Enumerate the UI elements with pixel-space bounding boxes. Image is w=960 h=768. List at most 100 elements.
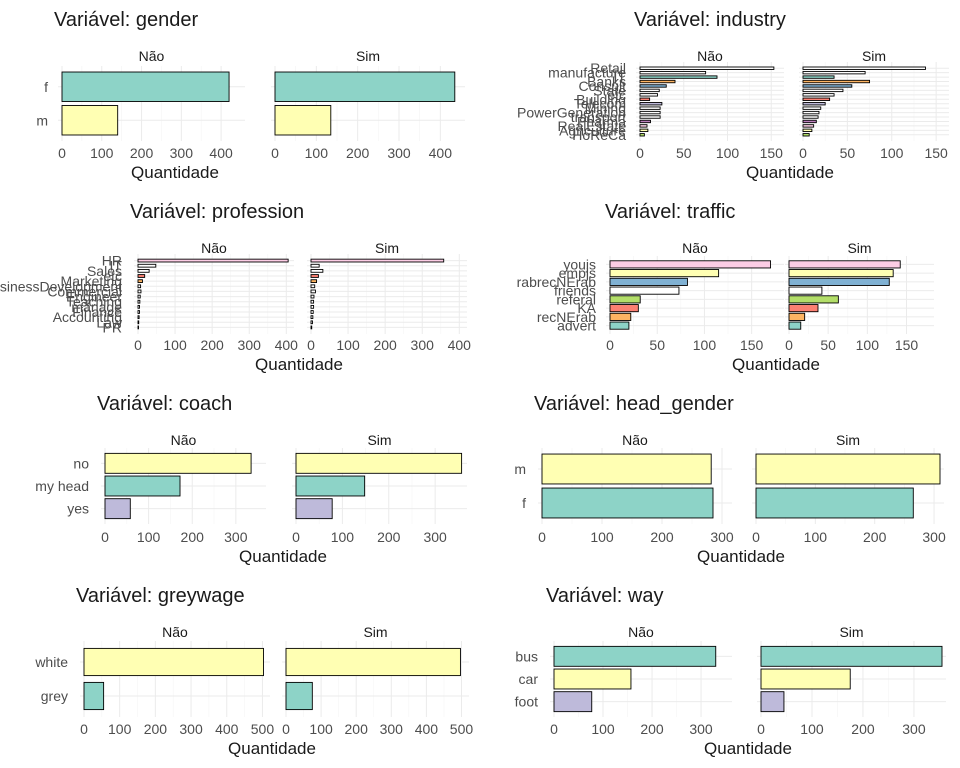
facet-label: Não xyxy=(682,240,708,256)
y-tick-label: Mining xyxy=(585,100,626,116)
y-tick-label: Teaching xyxy=(66,294,122,310)
x-tick-label: 300 xyxy=(689,721,713,737)
x-tick-label: 100 xyxy=(693,337,717,353)
chart-title: Variável: greywage xyxy=(76,585,245,607)
bar-friends-Não xyxy=(609,286,680,295)
x-tick-label: 100 xyxy=(804,529,828,545)
x-tick-label: 100 xyxy=(336,337,360,353)
x-tick-label: 50 xyxy=(649,337,665,353)
bar-white-Não xyxy=(83,647,264,677)
x-tick-label: 400 xyxy=(209,145,233,161)
x-axis-title: Quantidade xyxy=(746,163,834,182)
x-tick-label: 0 xyxy=(606,337,614,353)
x-tick-label: 300 xyxy=(380,721,404,737)
x-tick-label: 400 xyxy=(415,721,439,737)
bar-youjs-Não xyxy=(609,260,772,269)
facet-Não: Não 0 100 200 300 xyxy=(538,432,734,545)
facet-label: Sim xyxy=(847,240,871,256)
x-tick-label: 0 xyxy=(307,337,315,353)
y-tick-label: PR xyxy=(103,319,122,335)
x-tick-label: 50 xyxy=(820,337,836,353)
bar-HR-Sim xyxy=(310,258,445,263)
bar-manufacture-Sim xyxy=(802,70,866,75)
bar-youjs-Sim xyxy=(788,260,901,269)
bar-manage-Não xyxy=(137,304,140,309)
facet-label: Não xyxy=(697,48,723,64)
chart-panel-0: Variável: gender Não 0 100 200 300 400 Sim 0 100 2… xyxy=(36,9,465,182)
facet-label: Sim xyxy=(836,432,860,448)
bar-transport-Sim xyxy=(802,115,819,119)
x-tick-label: 0 xyxy=(292,529,300,545)
x-tick-label: 0 xyxy=(752,529,760,545)
x-tick-label: 300 xyxy=(179,721,203,737)
bar-Accounting-Não xyxy=(137,315,140,320)
facet-label: Sim xyxy=(363,624,387,640)
bar-HoReCa-Não xyxy=(639,133,645,137)
bar-Banks-Não xyxy=(639,79,676,84)
x-tick-label: 150 xyxy=(924,145,948,161)
bar-etc-Sim xyxy=(310,274,319,278)
x-tick-label: 0 xyxy=(58,145,66,161)
bar-etc-Não xyxy=(137,274,146,278)
bar-white-Sim xyxy=(285,647,461,677)
x-tick-label: 300 xyxy=(922,529,946,545)
bar-Commercial-Sim xyxy=(310,289,316,294)
x-tick-label: 0 xyxy=(80,721,88,737)
x-tick-label: 200 xyxy=(851,721,875,737)
chart-panel-4: Variável: coach Não 0 100 200 300 Sim 0 100 200 30… xyxy=(35,393,467,566)
bar-empjs-Não xyxy=(609,269,720,278)
bar-car-Não xyxy=(553,668,632,690)
bar-KA-Não xyxy=(609,304,639,313)
chart-panel-3: Variável: traffic Não 0 50 100 150 Sim 0 50 100 15… xyxy=(517,201,934,374)
y-tick-label: KA xyxy=(577,300,596,316)
x-tick-label: 300 xyxy=(902,721,926,737)
chart-title: Variável: profession xyxy=(130,201,304,223)
x-tick-label: 0 xyxy=(101,529,109,545)
y-tick-label: m xyxy=(36,112,48,128)
x-tick-label: 0 xyxy=(271,145,279,161)
chart-panel-2: Variável: profession Não 0 100 200 300 400 Sim 0… xyxy=(0,201,471,374)
x-tick-label: 300 xyxy=(238,337,262,353)
y-tick-label: rabrecNErab xyxy=(517,274,597,290)
bar-Sales-Não xyxy=(137,268,150,273)
bar-m-Sim xyxy=(755,453,941,485)
y-tick-label: Consult xyxy=(579,78,627,94)
bar-Pharma-Sim xyxy=(802,119,817,124)
y-tick-label: grey xyxy=(41,688,68,704)
facet-label: Não xyxy=(201,240,227,256)
x-tick-label: 400 xyxy=(275,337,299,353)
y-tick-label: PowerGeneration xyxy=(517,105,626,121)
bar-State-Não xyxy=(639,88,660,93)
bar-Marketing-Sim xyxy=(310,279,318,284)
facet-Não: Não 0 100 200 300 xyxy=(101,432,266,545)
x-tick-label: 100 xyxy=(591,721,615,737)
bar-HoReCa-Sim xyxy=(802,133,810,137)
bar-Finance-Sim xyxy=(310,310,314,314)
bar-Engineer-Sim xyxy=(310,294,315,299)
y-tick-label: white xyxy=(34,654,68,670)
x-tick-label: 300 xyxy=(224,529,248,545)
facet-label: Sim xyxy=(356,48,380,64)
facet-Não: Não 0 100 200 300 400 xyxy=(134,240,298,353)
x-tick-label: 0 xyxy=(282,721,290,737)
bar-m-Não xyxy=(61,105,119,136)
facet-label: Não xyxy=(139,48,165,64)
x-tick-label: 200 xyxy=(345,721,369,737)
bar-f-Não xyxy=(61,71,230,102)
y-tick-label: foot xyxy=(515,694,538,710)
facet-Sim: Sim 0 100 200 300 400 500 xyxy=(282,624,473,737)
bar-Pharma-Não xyxy=(639,119,651,124)
x-tick-label: 400 xyxy=(215,721,239,737)
bar-empjs-Sim xyxy=(788,269,894,278)
facet-Sim: Sim 0 50 100 150 xyxy=(799,48,949,161)
x-tick-label: 200 xyxy=(377,529,401,545)
facet-Não: Não 0 50 100 150 xyxy=(636,48,784,161)
x-tick-label: 100 xyxy=(800,721,824,737)
bar-f-Sim xyxy=(755,487,914,519)
bar-f-Não xyxy=(541,487,714,519)
x-tick-label: 200 xyxy=(650,529,674,545)
x-tick-label: 150 xyxy=(760,145,784,161)
y-tick-label: Building xyxy=(576,91,626,107)
bar-Retail-Sim xyxy=(802,66,926,70)
